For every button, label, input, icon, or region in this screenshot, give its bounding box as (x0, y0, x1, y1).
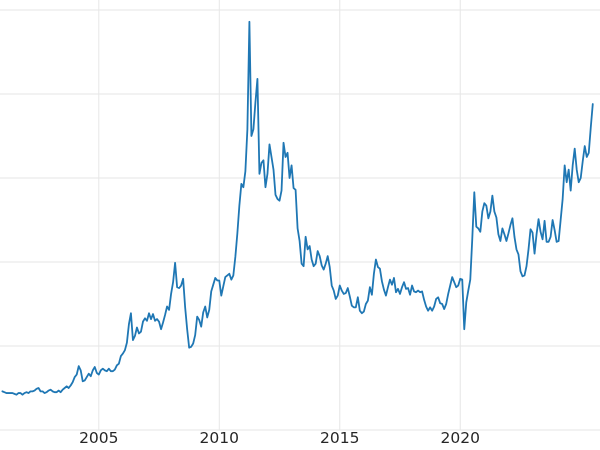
data-line (1, 20, 594, 396)
x-tick-label: 2005 (79, 429, 118, 447)
x-tick-label: 2010 (200, 429, 239, 447)
x-tick-label: 2015 (320, 429, 359, 447)
grid (0, 0, 600, 431)
x-tick-label: 2020 (441, 429, 480, 447)
x-axis-tick-labels: 2005 2010 2015 2020 (79, 429, 480, 447)
